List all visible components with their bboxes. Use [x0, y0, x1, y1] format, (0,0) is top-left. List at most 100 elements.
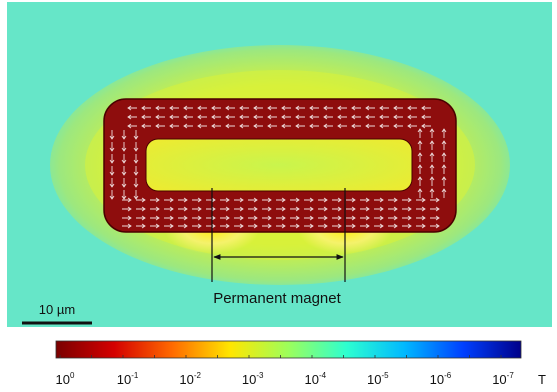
flux-arrow: [253, 105, 263, 111]
flux-arrow: [304, 223, 314, 229]
flux-arrow: [323, 123, 333, 129]
flux-arrow: [234, 206, 244, 212]
flux-arrow: [248, 223, 258, 229]
flux-arrow: [192, 197, 202, 203]
flux-arrow: [365, 114, 375, 120]
flux-arrow: [150, 206, 160, 212]
flux-arrow: [360, 206, 370, 212]
flux-arrow: [407, 105, 417, 111]
flux-arrow: [141, 105, 151, 111]
flux-arrow: [234, 197, 244, 203]
flux-arrow: [430, 215, 440, 221]
flux-arrow: [318, 197, 328, 203]
flux-arrow: [121, 166, 127, 176]
flux-arrow: [295, 114, 305, 120]
flux-arrow: [121, 142, 127, 152]
flux-arrow: [133, 130, 139, 140]
flux-arrow: [351, 123, 361, 129]
flux-arrow: [122, 197, 132, 203]
flux-arrow: [150, 215, 160, 221]
flux-arrow: [309, 123, 319, 129]
flux-arrow: [109, 166, 115, 176]
flux-arrow: [276, 223, 286, 229]
flux-arrow: [402, 197, 412, 203]
colorbar-tick-label: 10-5: [367, 371, 389, 387]
colorbar-tick-label: 10-2: [179, 371, 201, 387]
flux-arrow: [239, 123, 249, 129]
flux-arrow: [192, 215, 202, 221]
flux-arrow: [122, 206, 132, 212]
flux-arrow: [346, 223, 356, 229]
flux-arrow: [393, 105, 403, 111]
flux-arrow: [133, 178, 139, 188]
flux-arrow: [379, 105, 389, 111]
flux-arrow: [290, 206, 300, 212]
flux-arrow: [360, 223, 370, 229]
flux-arrow: [109, 130, 115, 140]
flux-arrow: [136, 206, 146, 212]
flux-arrow: [206, 206, 216, 212]
flux-arrow: [164, 206, 174, 212]
flux-arrow: [304, 206, 314, 212]
flux-arrow: [267, 114, 277, 120]
flux-arrow: [417, 176, 423, 186]
colorbar-unit: T: [538, 372, 546, 387]
flux-arrow: [133, 166, 139, 176]
flux-arrow: [393, 114, 403, 120]
flux-arrow: [304, 215, 314, 221]
flux-arrow: [332, 206, 342, 212]
flux-arrow: [332, 215, 342, 221]
flux-arrow: [318, 215, 328, 221]
flux-arrow: [388, 206, 398, 212]
flux-arrow: [183, 123, 193, 129]
magnet-annotation: [211, 188, 346, 282]
flux-arrow: [150, 223, 160, 229]
flux-arrow: [290, 197, 300, 203]
flux-arrow: [323, 105, 333, 111]
flux-arrow: [248, 206, 258, 212]
flux-arrow: [417, 164, 423, 174]
flux-arrow: [211, 114, 221, 120]
flux-arrow: [429, 176, 435, 186]
flux-arrow: [429, 128, 435, 138]
flux-arrow: [127, 123, 137, 129]
flux-arrow: [220, 197, 230, 203]
flux-arrow: [441, 188, 447, 198]
flux-arrow: [248, 215, 258, 221]
flux-arrow: [388, 197, 398, 203]
flux-arrow: [169, 114, 179, 120]
flux-arrow: [239, 114, 249, 120]
flux-arrow: [267, 123, 277, 129]
flux-arrow: [393, 123, 403, 129]
flux-arrow: [441, 164, 447, 174]
flux-arrow: [430, 197, 440, 203]
flux-arrow: [407, 123, 417, 129]
flux-arrow: [351, 105, 361, 111]
flux-arrow: [374, 206, 384, 212]
flux-arrow: [441, 176, 447, 186]
colorbar-tick-label: 10-4: [304, 371, 326, 387]
flux-arrow: [109, 190, 115, 200]
flux-arrow: [267, 105, 277, 111]
flux-arrow: [276, 215, 286, 221]
flux-arrow: [379, 123, 389, 129]
flux-arrow: [346, 206, 356, 212]
flux-arrow: [416, 223, 426, 229]
flux-arrow: [164, 197, 174, 203]
flux-arrow: [304, 197, 314, 203]
flux-arrow: [253, 114, 263, 120]
flux-arrow: [346, 215, 356, 221]
colorbar-tick-label: 100: [56, 371, 75, 387]
flux-arrow: [351, 114, 361, 120]
flux-arrow: [430, 206, 440, 212]
flux-arrow: [164, 223, 174, 229]
flux-arrow: [197, 114, 207, 120]
flux-arrow: [234, 223, 244, 229]
flux-arrow: [225, 123, 235, 129]
flux-arrow: [429, 164, 435, 174]
flux-arrow: [206, 197, 216, 203]
flux-arrow: [337, 123, 347, 129]
flux-arrow: [211, 105, 221, 111]
flux-arrow: [220, 223, 230, 229]
flux-arrow: [421, 114, 431, 120]
